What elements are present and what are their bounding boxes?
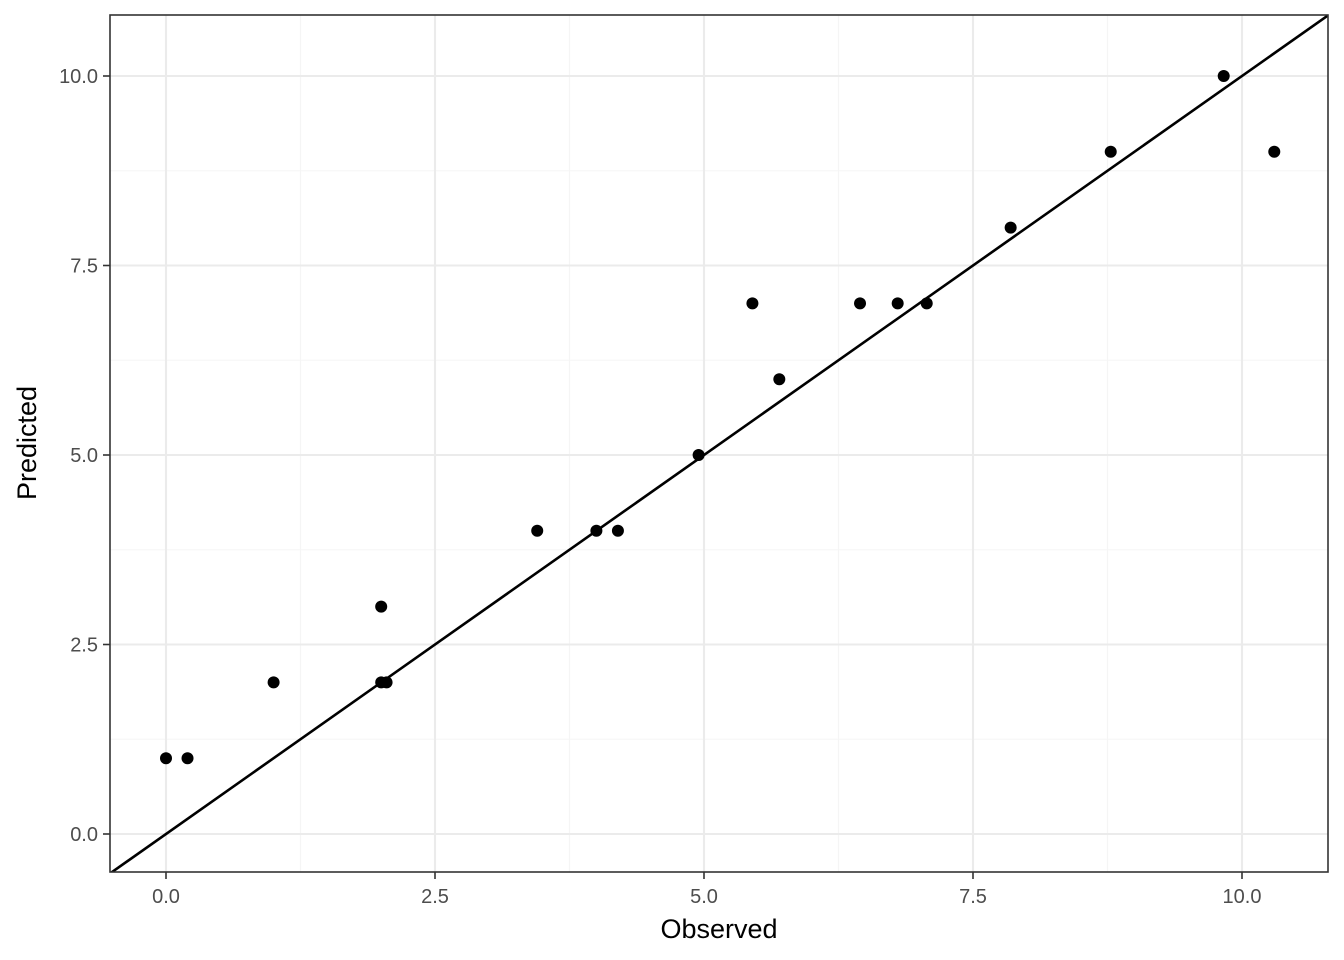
data-point (380, 676, 393, 689)
data-point (531, 524, 544, 537)
x-tick-label: 7.5 (959, 886, 987, 908)
x-tick-label: 5.0 (690, 886, 718, 908)
y-tick-label: 5.0 (70, 445, 98, 467)
x-tick-label: 0.0 (152, 886, 180, 908)
data-point (611, 524, 624, 537)
data-point (692, 449, 705, 461)
grid-lines (110, 15, 1328, 872)
data-point (375, 600, 388, 613)
y-tick-label: 10.0 (59, 66, 98, 88)
x-axis-title: Observed (660, 914, 777, 944)
data-point (181, 752, 194, 765)
data-point (1004, 221, 1017, 234)
data-point (773, 373, 786, 386)
y-axis: 0.0 2.5 5.0 7.5 10.0 (59, 66, 110, 846)
data-point (590, 524, 603, 537)
y-axis-title: Predicted (12, 386, 42, 500)
data-point (920, 297, 933, 310)
identity-reference-line (110, 15, 1328, 872)
data-point (1104, 145, 1117, 158)
y-tick-label: 7.5 (70, 256, 98, 278)
data-points (160, 70, 1281, 765)
data-point (267, 676, 280, 689)
x-tick-label: 2.5 (421, 886, 449, 908)
data-point (1268, 145, 1281, 158)
data-point (1217, 70, 1230, 82)
data-point (854, 297, 867, 310)
reference-line-group (110, 15, 1328, 872)
data-point (891, 297, 904, 310)
x-tick-label: 10.0 (1223, 886, 1262, 908)
x-axis: 0.0 2.5 5.0 7.5 10.0 (152, 872, 1261, 908)
data-point (746, 297, 759, 310)
data-point (160, 752, 172, 765)
panel-border (109, 14, 1329, 873)
y-tick-label: 0.0 (70, 824, 98, 846)
y-tick-label: 2.5 (70, 635, 98, 657)
